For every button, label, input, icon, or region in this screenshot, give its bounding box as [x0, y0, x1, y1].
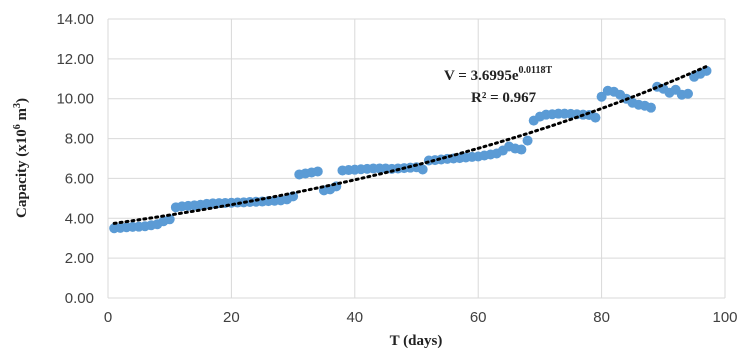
y-axis-title: Capacity (x106 m3) — [12, 98, 30, 218]
y-tick-label: 0.00 — [65, 290, 94, 307]
y-tick-label: 2.00 — [65, 250, 94, 267]
data-point — [417, 164, 428, 175]
x-axis-title: T (days) — [390, 333, 443, 349]
x-tick-label: 60 — [470, 309, 487, 326]
x-tick-label: 0 — [104, 309, 112, 326]
x-tick-label: 100 — [712, 309, 737, 326]
data-point — [645, 102, 656, 113]
data-point — [590, 112, 601, 123]
x-tick-labels: 0 20 40 60 80 100 — [104, 309, 738, 326]
data-point — [312, 166, 323, 177]
y-tick-label: 12.00 — [56, 51, 94, 68]
y-tick-label: 10.00 — [56, 91, 94, 108]
data-point — [522, 135, 533, 146]
data-point — [516, 144, 527, 155]
r-squared-label: R² = 0.967 — [471, 90, 537, 106]
data-point — [596, 91, 607, 102]
data-point — [682, 88, 693, 99]
y-tick-label: 8.00 — [65, 131, 94, 148]
x-tick-label: 20 — [223, 309, 240, 326]
grid-lines — [107, 18, 726, 299]
x-tick-label: 40 — [346, 309, 363, 326]
data-points — [109, 65, 712, 234]
y-tick-label: 14.00 — [56, 11, 94, 28]
y-tick-label: 6.00 — [65, 170, 94, 187]
y-tick-label: 4.00 — [65, 210, 94, 227]
exponential-trendline — [112, 64, 708, 225]
y-tick-labels: 0.00 2.00 4.00 6.00 8.00 10.00 12.00 14.00 — [56, 11, 94, 307]
x-tick-label: 80 — [593, 309, 610, 326]
trendline-equation: V = 3.6995e0.0118T — [444, 65, 552, 84]
